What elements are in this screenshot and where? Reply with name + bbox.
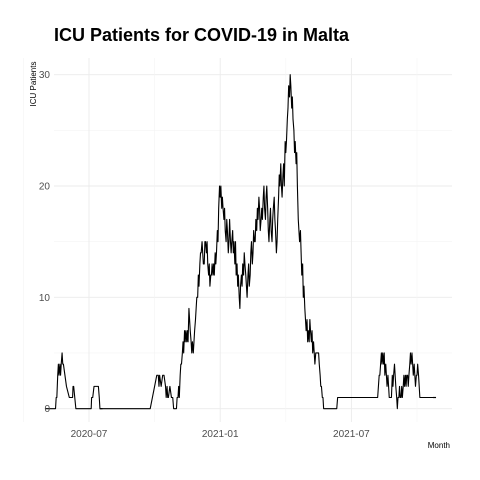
series-layer: [45, 74, 437, 410]
y-tick-label: 30: [39, 70, 51, 81]
y-tick-label: 10: [39, 293, 51, 304]
x-axis-title: Month: [428, 441, 450, 450]
grid: [23, 58, 452, 422]
y-axis-title: ICU Patients: [29, 62, 38, 107]
x-tick-label: 2021-07: [333, 429, 370, 440]
chart-title: ICU Patients for COVID-19 in Malta: [54, 25, 350, 45]
series-line-segment: [45, 74, 437, 410]
y-tick-label: 0: [44, 404, 50, 415]
y-tick-label: 20: [39, 182, 51, 193]
x-tick-label: 2020-07: [71, 429, 108, 440]
axis-ticks: 0 10 20 30 2020-07 2021-01 2021-07: [39, 70, 370, 440]
x-tick-label: 2021-01: [202, 429, 239, 440]
